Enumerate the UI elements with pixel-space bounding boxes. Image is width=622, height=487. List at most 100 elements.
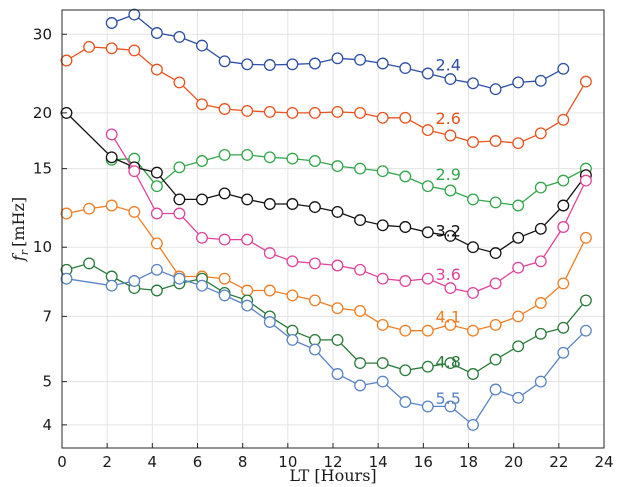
data-point — [331, 333, 344, 346]
data-point — [489, 83, 502, 96]
data-point — [534, 181, 547, 194]
data-point — [399, 111, 412, 124]
data-point — [308, 294, 321, 307]
data-point — [421, 226, 434, 239]
data-point — [218, 103, 231, 115]
data-point — [579, 294, 592, 307]
series-4.1: 4.1 — [60, 199, 592, 337]
data-point — [128, 8, 141, 21]
x-tick-label: 2 — [102, 453, 112, 471]
data-point — [376, 375, 389, 388]
data-point — [173, 207, 186, 220]
data-point — [308, 343, 321, 356]
data-point — [444, 129, 457, 142]
series-3.6: 3.6 — [105, 128, 592, 299]
data-point — [128, 205, 141, 218]
data-point — [241, 299, 254, 312]
data-point — [150, 63, 163, 76]
data-point — [534, 222, 547, 235]
data-point — [399, 364, 412, 377]
x-tick-label: 4 — [148, 453, 158, 471]
data-point — [286, 289, 299, 302]
data-point — [286, 255, 299, 268]
data-point — [354, 263, 367, 276]
series-label: 2.4 — [435, 55, 460, 74]
data-point — [308, 155, 321, 167]
series-label: 4.1 — [435, 307, 460, 326]
data-point — [467, 77, 479, 90]
data-point — [512, 199, 525, 212]
grid — [61, 10, 605, 448]
series-line — [66, 204, 587, 332]
data-point — [421, 400, 434, 413]
data-point — [444, 282, 457, 295]
data-point — [512, 231, 525, 244]
data-point — [467, 193, 479, 206]
data-point — [263, 151, 276, 164]
data-point — [557, 277, 570, 290]
data-point — [150, 284, 163, 297]
data-point — [467, 241, 479, 254]
data-point — [557, 346, 570, 359]
data-point — [376, 272, 389, 285]
series-line — [66, 112, 587, 254]
data-point — [579, 324, 592, 337]
data-point — [105, 17, 118, 29]
data-point — [241, 104, 254, 117]
data-point — [218, 289, 231, 302]
data-point — [150, 263, 163, 276]
x-tick-label: 22 — [549, 453, 568, 471]
data-point — [557, 321, 570, 334]
data-point — [128, 275, 141, 287]
y-tick-label: 7 — [42, 307, 52, 325]
data-point — [218, 233, 231, 246]
series-group: 2.4 2.6 2.9 3.2 3.6 4.1 4.8 5.5 — [60, 8, 592, 431]
series-label: 5.5 — [435, 389, 460, 408]
data-point — [196, 193, 208, 206]
data-point — [241, 148, 254, 161]
data-point — [83, 202, 96, 215]
series-2.6: 2.6 — [60, 40, 592, 150]
data-point — [60, 54, 73, 67]
data-point — [376, 57, 389, 70]
data-point — [128, 165, 141, 178]
data-point — [467, 418, 479, 431]
data-point — [196, 39, 208, 52]
data-point — [557, 62, 570, 75]
data-point — [354, 304, 367, 317]
data-point — [376, 357, 389, 370]
data-point — [331, 205, 344, 218]
data-point — [512, 261, 525, 274]
data-point — [331, 105, 344, 118]
data-point — [150, 237, 163, 250]
x-tick-label: 6 — [193, 453, 203, 471]
data-point — [512, 76, 525, 89]
data-point — [421, 360, 434, 373]
data-point — [150, 207, 163, 220]
series-2.9: 2.9 — [105, 148, 592, 212]
y-tick-label: 30 — [33, 25, 52, 43]
data-point — [399, 170, 412, 183]
data-point — [512, 391, 525, 404]
data-point — [399, 62, 412, 75]
x-tick-label: 10 — [278, 453, 297, 471]
data-point — [354, 214, 367, 227]
data-point — [263, 198, 276, 210]
series-line — [111, 154, 587, 207]
data-point — [534, 327, 547, 340]
data-point — [286, 152, 299, 165]
data-point — [173, 30, 186, 43]
series-line — [111, 134, 587, 294]
data-point — [241, 193, 254, 206]
data-point — [399, 396, 412, 408]
data-point — [331, 259, 344, 272]
data-point — [421, 124, 434, 137]
data-point — [308, 106, 321, 119]
data-point — [557, 221, 570, 233]
data-point — [241, 233, 254, 246]
data-point — [489, 318, 502, 331]
series-label: 2.6 — [435, 109, 460, 128]
series-3.2: 3.2 — [60, 106, 592, 260]
data-point — [399, 324, 412, 337]
